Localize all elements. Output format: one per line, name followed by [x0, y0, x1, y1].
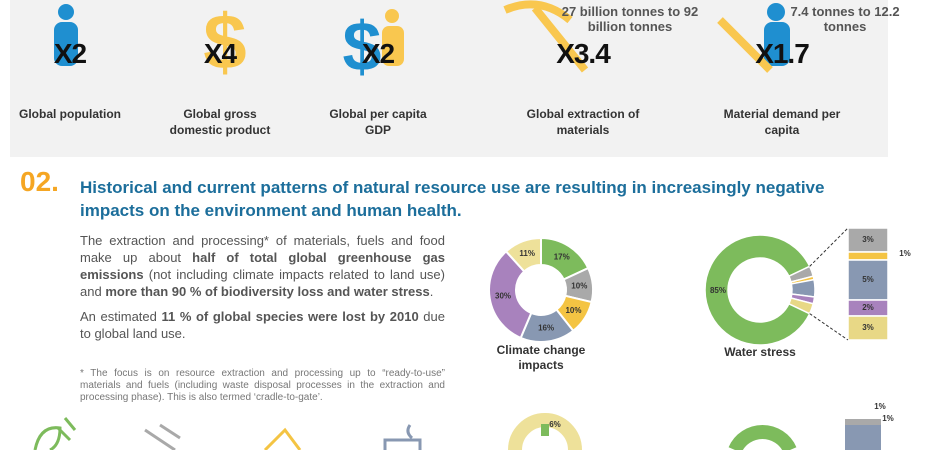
multiplier: X3.4 — [556, 38, 611, 69]
multiplier: X1.7 — [755, 38, 810, 69]
breakdown-segment — [847, 227, 889, 253]
icon-miner — [717, 3, 790, 73]
paragraph: An estimated 11 % of global species were… — [80, 308, 445, 342]
bold-text: 11 % of global species were lost by 2010 — [161, 309, 419, 324]
text: . — [429, 284, 434, 299]
icon-person — [54, 4, 78, 66]
bold-text: half of total global greenhouse gas emis… — [80, 250, 445, 282]
multiplier: X2 — [53, 38, 87, 69]
section-number: 02. — [20, 166, 59, 197]
donut-segment — [787, 297, 815, 315]
chart-title: Climate change impacts — [496, 343, 586, 372]
data-label: 3% — [862, 323, 874, 332]
body-text: The extraction and processing* of materi… — [80, 232, 445, 350]
svg-text:$: $ — [203, 0, 246, 86]
icon-dollar-person: $ — [343, 7, 404, 85]
data-label: 17% — [554, 253, 570, 262]
donut-segment — [504, 236, 542, 273]
text: The extraction and processing* of materi… — [80, 233, 445, 265]
chart-title: Water stress — [724, 345, 796, 359]
text: due to global land use. — [80, 309, 445, 341]
breakdown-segment — [847, 259, 889, 301]
section-heading: Historical and current patterns of natur… — [80, 178, 825, 220]
item-label: Global population — [19, 107, 121, 121]
footnote: * The focus is on resource extraction an… — [80, 368, 445, 403]
item-note: 27 billion tonnes to 92 billion tonnes — [561, 4, 699, 34]
data-label: 30% — [495, 292, 511, 301]
connector — [809, 227, 849, 267]
data-label: 85% — [710, 286, 726, 295]
item-label: Global extraction of materials — [526, 107, 640, 137]
donut-segment — [488, 250, 533, 340]
item-label: Global per capita GDP — [329, 107, 427, 137]
icon-pickaxe — [503, 0, 589, 73]
bold-text: more than 90 % of biodiversity loss and … — [105, 284, 430, 299]
multiplier: X2 — [361, 38, 395, 69]
data-label: 1% — [899, 249, 911, 258]
item-label: Material demand per capita — [723, 107, 841, 137]
top-panel — [10, 0, 888, 157]
bottom-label: 1% — [882, 414, 894, 423]
svg-text:$: $ — [343, 7, 382, 85]
paragraph: The extraction and processing* of materi… — [80, 232, 445, 300]
item-label: Global gross domestic product — [169, 107, 271, 137]
data-label: 3% — [862, 235, 874, 244]
data-label: 11% — [519, 249, 535, 258]
data-label: 2% — [862, 303, 874, 312]
bottom-icons — [33, 413, 881, 450]
icon-dollar: $ — [203, 0, 246, 86]
breakdown-segment — [847, 315, 889, 341]
text: An estimated — [80, 309, 162, 324]
multiplier: X4 — [203, 38, 237, 69]
text: (not including climate impacts related t… — [80, 267, 445, 299]
donut-segment — [704, 234, 811, 346]
bottom-label: 1% — [874, 402, 886, 411]
data-label: 10% — [571, 281, 587, 290]
data-label: 5% — [862, 275, 874, 284]
breakdown-segment — [847, 251, 889, 261]
bottom-label: 6% — [549, 420, 561, 429]
data-label: 16% — [538, 323, 554, 332]
data-label: 10% — [565, 306, 581, 315]
item-note: 7.4 tonnes to 12.2 tonnes — [790, 4, 900, 34]
connector — [809, 313, 849, 341]
